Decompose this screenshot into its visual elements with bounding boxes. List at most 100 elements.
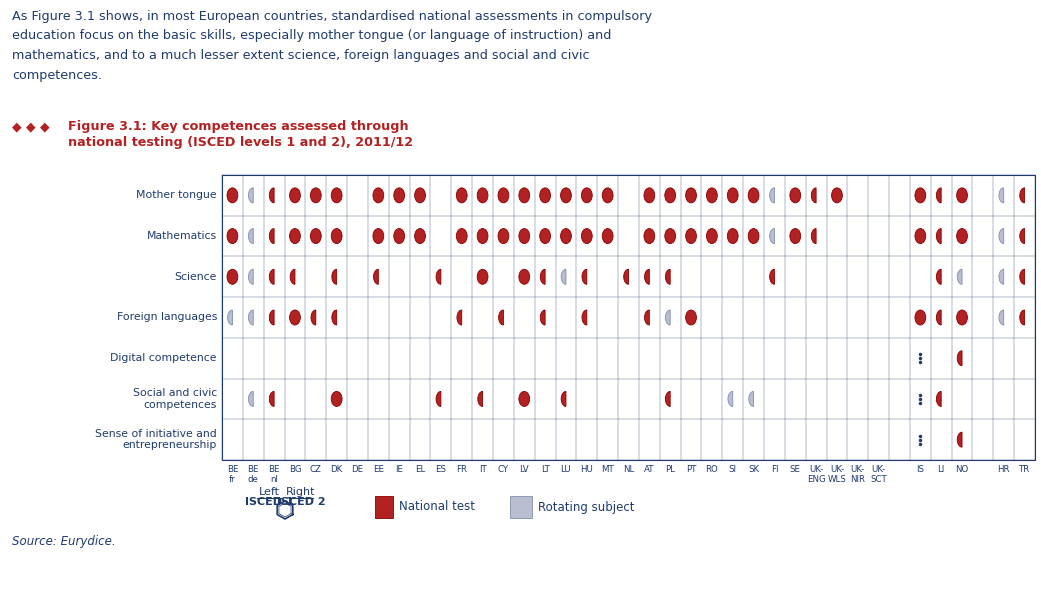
- Text: DK: DK: [331, 465, 342, 474]
- Bar: [375, 496, 393, 518]
- Text: EL: EL: [415, 465, 425, 474]
- Polygon shape: [249, 188, 253, 203]
- Text: IT: IT: [479, 465, 486, 474]
- Text: BE
de: BE de: [248, 465, 259, 484]
- Polygon shape: [958, 269, 962, 284]
- Polygon shape: [270, 310, 274, 325]
- Text: ◆ ◆ ◆: ◆ ◆ ◆: [12, 120, 50, 133]
- Ellipse shape: [539, 228, 551, 244]
- Polygon shape: [1020, 269, 1024, 284]
- Polygon shape: [249, 269, 253, 284]
- Text: FR: FR: [456, 465, 467, 474]
- Ellipse shape: [915, 228, 925, 244]
- Polygon shape: [582, 310, 587, 325]
- Polygon shape: [540, 310, 545, 325]
- Polygon shape: [665, 391, 670, 406]
- Ellipse shape: [373, 228, 384, 244]
- Text: national testing (ISCED levels 1 and 2), 2011/12: national testing (ISCED levels 1 and 2),…: [68, 136, 413, 149]
- Text: LV: LV: [519, 465, 529, 474]
- Ellipse shape: [518, 269, 530, 284]
- Ellipse shape: [582, 188, 592, 203]
- Text: NL: NL: [623, 465, 634, 474]
- Text: BE
fr: BE fr: [227, 465, 238, 484]
- Text: BG: BG: [288, 465, 301, 474]
- Ellipse shape: [957, 228, 967, 244]
- Ellipse shape: [915, 310, 925, 325]
- Polygon shape: [436, 269, 441, 284]
- Polygon shape: [499, 310, 504, 325]
- Polygon shape: [249, 310, 253, 325]
- Ellipse shape: [644, 188, 655, 203]
- Ellipse shape: [707, 188, 717, 203]
- Text: RO: RO: [706, 465, 718, 474]
- Ellipse shape: [414, 188, 426, 203]
- Text: LT: LT: [540, 465, 550, 474]
- Polygon shape: [457, 310, 462, 325]
- Text: SK: SK: [748, 465, 759, 474]
- Ellipse shape: [456, 188, 467, 203]
- Polygon shape: [958, 350, 962, 366]
- Text: IE: IE: [396, 465, 403, 474]
- Ellipse shape: [289, 188, 301, 203]
- Polygon shape: [937, 228, 941, 244]
- Bar: [222, 175, 1035, 460]
- Polygon shape: [937, 188, 941, 203]
- Text: SE: SE: [790, 465, 801, 474]
- Text: Sense of initiative and
entrepreneurship: Sense of initiative and entrepreneurship: [95, 429, 217, 451]
- Text: LU: LU: [561, 465, 572, 474]
- Ellipse shape: [518, 228, 530, 244]
- Ellipse shape: [603, 188, 613, 203]
- Ellipse shape: [539, 188, 551, 203]
- Polygon shape: [540, 269, 545, 284]
- Text: Left: Left: [258, 487, 279, 497]
- Ellipse shape: [477, 188, 488, 203]
- Text: ES: ES: [435, 465, 447, 474]
- Bar: [510, 496, 532, 518]
- Ellipse shape: [227, 228, 237, 244]
- Ellipse shape: [560, 228, 572, 244]
- Text: AT: AT: [644, 465, 655, 474]
- Text: UK-
NIR: UK- NIR: [850, 465, 865, 484]
- Polygon shape: [811, 228, 816, 244]
- Text: BE
nl: BE nl: [269, 465, 280, 484]
- Ellipse shape: [686, 228, 696, 244]
- Text: SI: SI: [729, 465, 737, 474]
- Text: PL: PL: [665, 465, 676, 474]
- Ellipse shape: [414, 228, 426, 244]
- Polygon shape: [270, 228, 274, 244]
- Text: PT: PT: [686, 465, 696, 474]
- Text: Figure 3.1: Key competences assessed through: Figure 3.1: Key competences assessed thr…: [68, 120, 409, 133]
- Text: LI: LI: [938, 465, 945, 474]
- Text: ISCED 2: ISCED 2: [277, 497, 325, 507]
- Ellipse shape: [686, 310, 696, 325]
- Ellipse shape: [331, 188, 342, 203]
- Polygon shape: [228, 310, 232, 325]
- Text: Mathematics: Mathematics: [147, 231, 217, 241]
- Ellipse shape: [393, 188, 405, 203]
- Text: Social and civic
competences: Social and civic competences: [133, 388, 217, 410]
- Ellipse shape: [289, 310, 301, 325]
- Polygon shape: [748, 391, 754, 406]
- Ellipse shape: [957, 188, 967, 203]
- Text: Right: Right: [286, 487, 315, 497]
- Polygon shape: [728, 391, 733, 406]
- Text: Source: Eurydice.: Source: Eurydice.: [12, 535, 116, 548]
- Ellipse shape: [227, 188, 237, 203]
- Text: FI: FI: [770, 465, 779, 474]
- Text: UK-
WLS: UK- WLS: [828, 465, 846, 484]
- Polygon shape: [1020, 188, 1024, 203]
- Text: Digital competence: Digital competence: [110, 353, 217, 364]
- Ellipse shape: [331, 391, 342, 406]
- Ellipse shape: [790, 228, 801, 244]
- Ellipse shape: [728, 188, 738, 203]
- Polygon shape: [624, 269, 629, 284]
- Polygon shape: [999, 228, 1004, 244]
- Text: CY: CY: [498, 465, 509, 474]
- Text: DE: DE: [352, 465, 363, 474]
- Polygon shape: [937, 269, 941, 284]
- Ellipse shape: [477, 269, 488, 284]
- Polygon shape: [1020, 228, 1024, 244]
- Ellipse shape: [498, 188, 509, 203]
- Polygon shape: [270, 269, 274, 284]
- Ellipse shape: [518, 391, 530, 406]
